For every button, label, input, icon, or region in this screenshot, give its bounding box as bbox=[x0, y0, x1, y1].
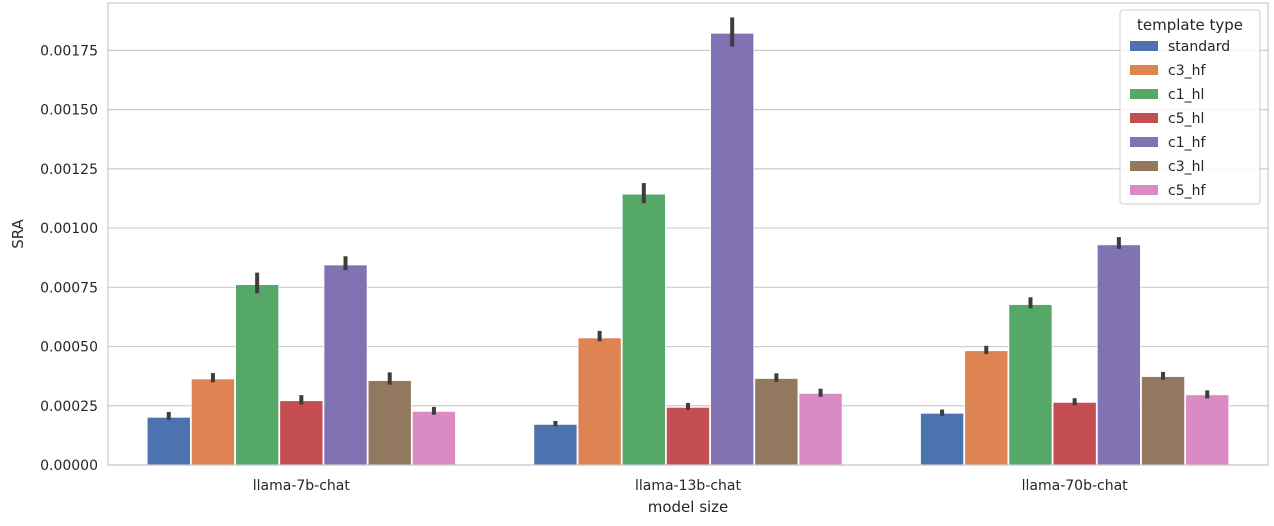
legend-box bbox=[1119, 9, 1261, 205]
legend-swatch-c3_hl bbox=[1130, 161, 1158, 171]
bar-c3_hf bbox=[964, 350, 1009, 466]
y-tick-label: 0.00175 bbox=[40, 43, 98, 59]
legend-label-c3_hl: c3_hl bbox=[1168, 159, 1204, 175]
legend-swatch-c1_hf bbox=[1130, 137, 1158, 147]
bar-c3_hl bbox=[754, 378, 799, 466]
legend-label-c5_hf: c5_hf bbox=[1168, 183, 1206, 199]
legend-title: template type bbox=[1137, 16, 1243, 34]
legend-swatch-c5_hf bbox=[1130, 185, 1158, 195]
bar-c5_hf bbox=[412, 411, 456, 466]
bar-c1_hf bbox=[323, 264, 368, 466]
plot-frame bbox=[107, 2, 1269, 466]
error-bars bbox=[166, 17, 1210, 427]
legend-swatch-standard bbox=[1130, 41, 1158, 51]
legend-swatch-c1_hl bbox=[1130, 89, 1158, 99]
legend-label-c1_hl: c1_hl bbox=[1168, 87, 1204, 103]
legend-label-standard: standard bbox=[1168, 39, 1230, 55]
x-tick-label: llama-70b-chat bbox=[1022, 478, 1129, 494]
legend: template type standard c3_hf c1_hl c5_hl c1_h… bbox=[1119, 9, 1261, 205]
y-tick-label: 0.00150 bbox=[40, 103, 98, 119]
x-tick-label: llama-7b-chat bbox=[253, 478, 351, 494]
y-axis-label: SRA bbox=[9, 218, 27, 248]
y-tick-label: 0.00075 bbox=[40, 280, 98, 296]
bar-c5_hl bbox=[279, 400, 324, 466]
legend-label-c5_hl: c5_hl bbox=[1168, 111, 1204, 127]
bar-c1_hl bbox=[235, 284, 279, 466]
legend-swatch-c5_hl bbox=[1130, 113, 1158, 123]
bar-c5_hf bbox=[798, 393, 843, 466]
x-axis-label: model size bbox=[648, 498, 729, 516]
bar-c5_hf bbox=[1185, 394, 1230, 466]
legend-label-c3_hf: c3_hf bbox=[1168, 63, 1206, 79]
y-tick-label: 0.00000 bbox=[40, 458, 98, 474]
y-tick-labels: 0.00000 0.00025 0.00050 0.00075 0.00100 0.001… bbox=[40, 43, 98, 474]
y-tick-label: 0.00025 bbox=[40, 399, 98, 415]
legend-label-c1_hf: c1_hf bbox=[1168, 135, 1206, 151]
bar-c5_hl bbox=[666, 407, 710, 466]
bar-standard bbox=[146, 417, 191, 466]
y-tick-label: 0.00050 bbox=[40, 340, 98, 356]
bar-c3_hl bbox=[367, 380, 412, 466]
bar-c3_hf bbox=[191, 378, 235, 466]
y-tick-label: 0.00125 bbox=[40, 162, 98, 178]
bar-c3_hl bbox=[1141, 376, 1185, 466]
bar-c1_hl bbox=[1008, 304, 1053, 466]
legend-swatch-c3_hf bbox=[1130, 65, 1158, 75]
bar-standard bbox=[533, 424, 578, 466]
x-tick-label: llama-13b-chat bbox=[635, 478, 742, 494]
bar-c1_hf bbox=[1097, 244, 1141, 466]
bar-c5_hl bbox=[1052, 402, 1097, 466]
y-tick-label: 0.00100 bbox=[40, 221, 98, 237]
x-tick-labels: llama-7b-chat llama-13b-chat llama-70b-cha… bbox=[253, 478, 1128, 494]
bar-c1_hl bbox=[622, 193, 666, 466]
bar-standard bbox=[920, 413, 964, 466]
bars bbox=[146, 33, 1230, 466]
bar-c3_hf bbox=[577, 337, 622, 466]
bar-c1_hf bbox=[710, 33, 754, 466]
